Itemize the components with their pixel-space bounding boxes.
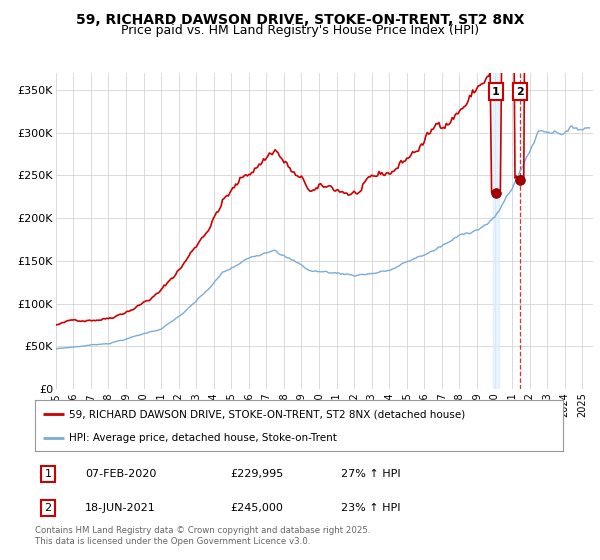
Text: 18-JUN-2021: 18-JUN-2021: [85, 503, 156, 513]
Text: 23% ↑ HPI: 23% ↑ HPI: [341, 503, 401, 513]
Text: £245,000: £245,000: [230, 503, 283, 513]
Text: 1: 1: [44, 469, 52, 479]
Text: 59, RICHARD DAWSON DRIVE, STOKE-ON-TRENT, ST2 8NX (detached house): 59, RICHARD DAWSON DRIVE, STOKE-ON-TRENT…: [69, 409, 466, 419]
Text: Contains HM Land Registry data © Crown copyright and database right 2025.
This d: Contains HM Land Registry data © Crown c…: [35, 526, 370, 546]
Bar: [493, 73, 499, 389]
Text: 1: 1: [492, 87, 500, 97]
Text: 59, RICHARD DAWSON DRIVE, STOKE-ON-TRENT, ST2 8NX: 59, RICHARD DAWSON DRIVE, STOKE-ON-TRENT…: [76, 13, 524, 27]
Text: HPI: Average price, detached house, Stoke-on-Trent: HPI: Average price, detached house, Stok…: [69, 433, 337, 443]
Text: 07-FEB-2020: 07-FEB-2020: [85, 469, 157, 479]
Text: 2: 2: [44, 503, 52, 513]
Text: 27% ↑ HPI: 27% ↑ HPI: [341, 469, 401, 479]
Text: £229,995: £229,995: [230, 469, 283, 479]
Text: 2: 2: [516, 87, 524, 97]
Text: Price paid vs. HM Land Registry's House Price Index (HPI): Price paid vs. HM Land Registry's House …: [121, 24, 479, 37]
